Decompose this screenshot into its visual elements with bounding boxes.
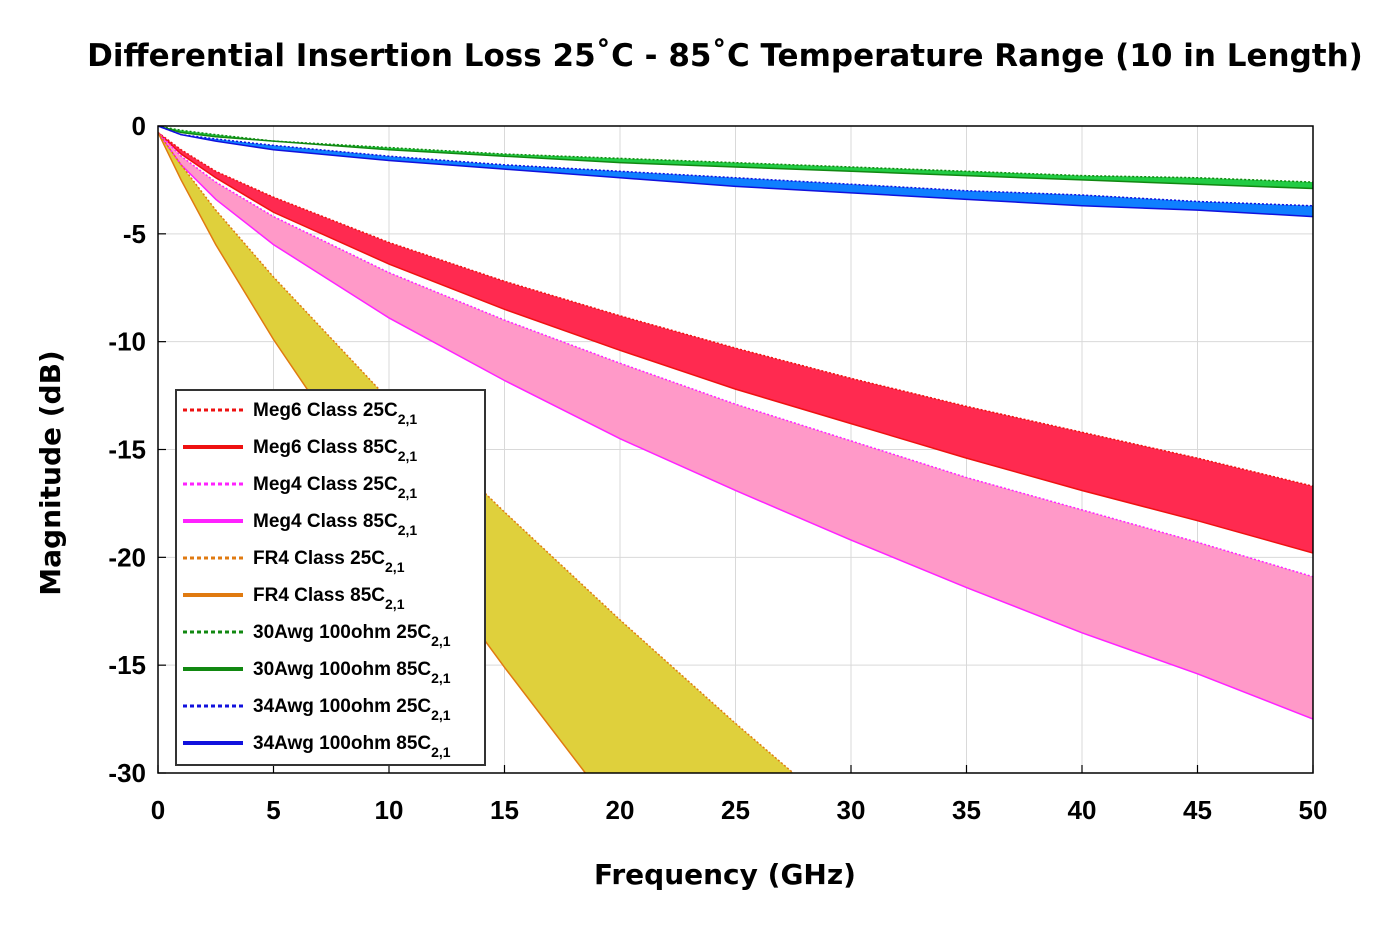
legend-subscript: 2,1 [431,670,451,686]
x-tick-label: 45 [1183,795,1212,825]
series-line [158,126,1313,183]
legend-name: Meg6 Class 25C [253,400,398,421]
y-tick-label: 0 [132,111,146,141]
y-tick-label: -5 [123,219,146,249]
legend-name: FR4 Class 25C [253,548,385,569]
band [158,132,1313,554]
legend-name: 30Awg 100ohm 85C [253,659,431,680]
legend-name: 30Awg 100ohm 25C [253,622,431,643]
legend-subscript: 2,1 [431,707,451,723]
legend-subscript: 2,1 [431,744,451,760]
x-tick-label: 10 [375,795,404,825]
legend-name: Meg4 Class 25C [253,474,398,495]
series-line [158,126,1313,218]
legend-subscript: 2,1 [398,411,418,427]
series-line [158,131,1313,578]
x-tick-label: 0 [151,795,165,825]
x-tick-label: 5 [266,795,280,825]
x-tick-label: 50 [1299,795,1328,825]
series-line [158,132,586,773]
x-tick-label: 30 [837,795,866,825]
band [158,126,1313,217]
series-line [158,126,1313,207]
legend-name: Meg6 Class 85C [253,437,398,458]
band [158,126,1313,189]
legend-entry: Meg4 Class 85C2,1 [253,511,417,538]
band [158,132,1313,720]
series-line [158,132,1313,720]
legend-subscript: 2,1 [398,485,418,501]
legend-entry: Meg4 Class 25C2,1 [253,474,417,501]
legend-name: FR4 Class 85C [253,585,385,606]
x-tick-label: 15 [490,795,519,825]
chart-title: Differential Insertion Loss 25˚C - 85˚C … [87,38,1363,74]
legend-subscript: 2,1 [385,596,405,612]
y-tick-label: -15 [108,650,146,680]
legend-name: 34Awg 100ohm 85C [253,733,431,754]
legend-entry: 34Awg 100ohm 25C2,1 [253,696,451,723]
y-tick-label: -15 [108,435,146,465]
legend-subscript: 2,1 [398,448,418,464]
legend-subscript: 2,1 [398,522,418,538]
legend-entry: 30Awg 100ohm 25C2,1 [253,622,451,649]
series-line [158,131,1313,487]
x-tick-label: 20 [606,795,635,825]
legend-entry: 34Awg 100ohm 85C2,1 [253,733,451,760]
x-tick-label: 35 [952,795,981,825]
x-tick-label: 25 [721,795,750,825]
series-line [158,126,1313,190]
legend-subscript: 2,1 [385,559,405,575]
legend-entry: 30Awg 100ohm 85C2,1 [253,659,451,686]
legend-name: 34Awg 100ohm 25C [253,696,431,717]
y-tick-label: -20 [108,542,146,572]
y-axis-label: Magnitude (dB) [34,350,67,595]
legend-name: Meg4 Class 85C [253,511,398,532]
plot-frame [157,125,1314,774]
legend-subscript: 2,1 [431,633,451,649]
legend-entry: FR4 Class 85C2,1 [253,585,405,612]
series-line [158,131,1313,554]
legend-entry: FR4 Class 25C2,1 [253,548,405,575]
y-tick-label: -10 [108,327,146,357]
x-tick-label: 40 [1068,795,1097,825]
y-tick-label: -30 [108,758,146,788]
bands [158,126,1313,773]
legend-box [175,389,486,766]
x-axis-label: Frequency (GHz) [594,858,856,891]
legend-entry: Meg6 Class 85C2,1 [253,437,417,464]
legend-entry: Meg6 Class 25C2,1 [253,400,417,427]
